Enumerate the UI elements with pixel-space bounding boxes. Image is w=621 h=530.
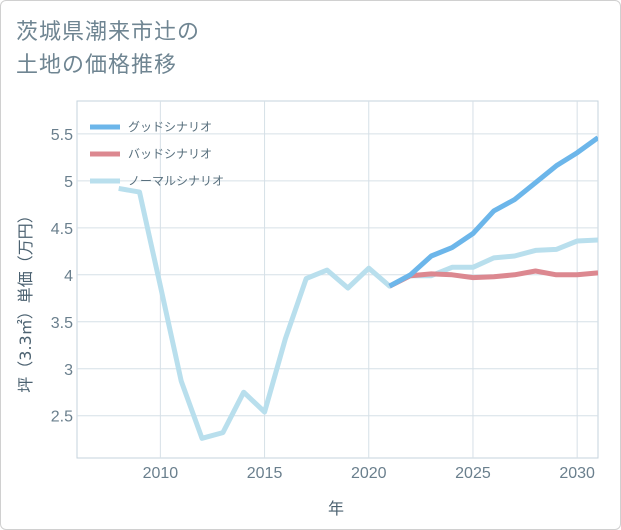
y-tick-label: 3.5 [51,315,73,332]
series-group [118,135,598,441]
legend-label-1: バッドシナリオ [128,147,212,161]
legend-label-0: グッドシナリオ [128,120,212,134]
x-gridlines [159,101,578,458]
y-tick-label: 5.5 [51,127,73,144]
y-tick-label: 4.5 [51,221,73,238]
chart-title: 茨城県潮来市辻の 土地の価格推移 [16,16,200,82]
y-tick-labels: 2.5 3 3.5 4 4.5 5 5.5 [51,127,73,426]
x-tick-label: 2025 [455,465,491,482]
y-tick-label: 5 [64,174,73,191]
series-line-1 [388,268,598,289]
y-tick-label: 3 [64,362,73,379]
y-tick-label: 2.5 [51,409,73,426]
y-gridlines [77,133,598,417]
x-tick-labels: 2010 2015 2020 2025 2030 [143,465,595,482]
y-axis-label: 坪（3.3㎡）単価（万円） [16,207,35,392]
x-tick-label: 2015 [247,465,283,482]
x-axis-label: 年 [328,499,344,518]
plot-area [76,100,599,459]
x-tick-label: 2010 [143,465,179,482]
legend-label-2: ノーマルシナリオ [128,174,224,188]
x-tick-label: 2020 [351,465,387,482]
x-tick-label: 2030 [559,465,595,482]
series-line-0 [388,135,598,289]
chart-title-line-1: 茨城県潮来市辻の [16,20,201,45]
series-line-2 [118,185,598,441]
y-tick-label: 4 [64,268,73,285]
chart-title-line-2: 土地の価格推移 [16,53,178,78]
